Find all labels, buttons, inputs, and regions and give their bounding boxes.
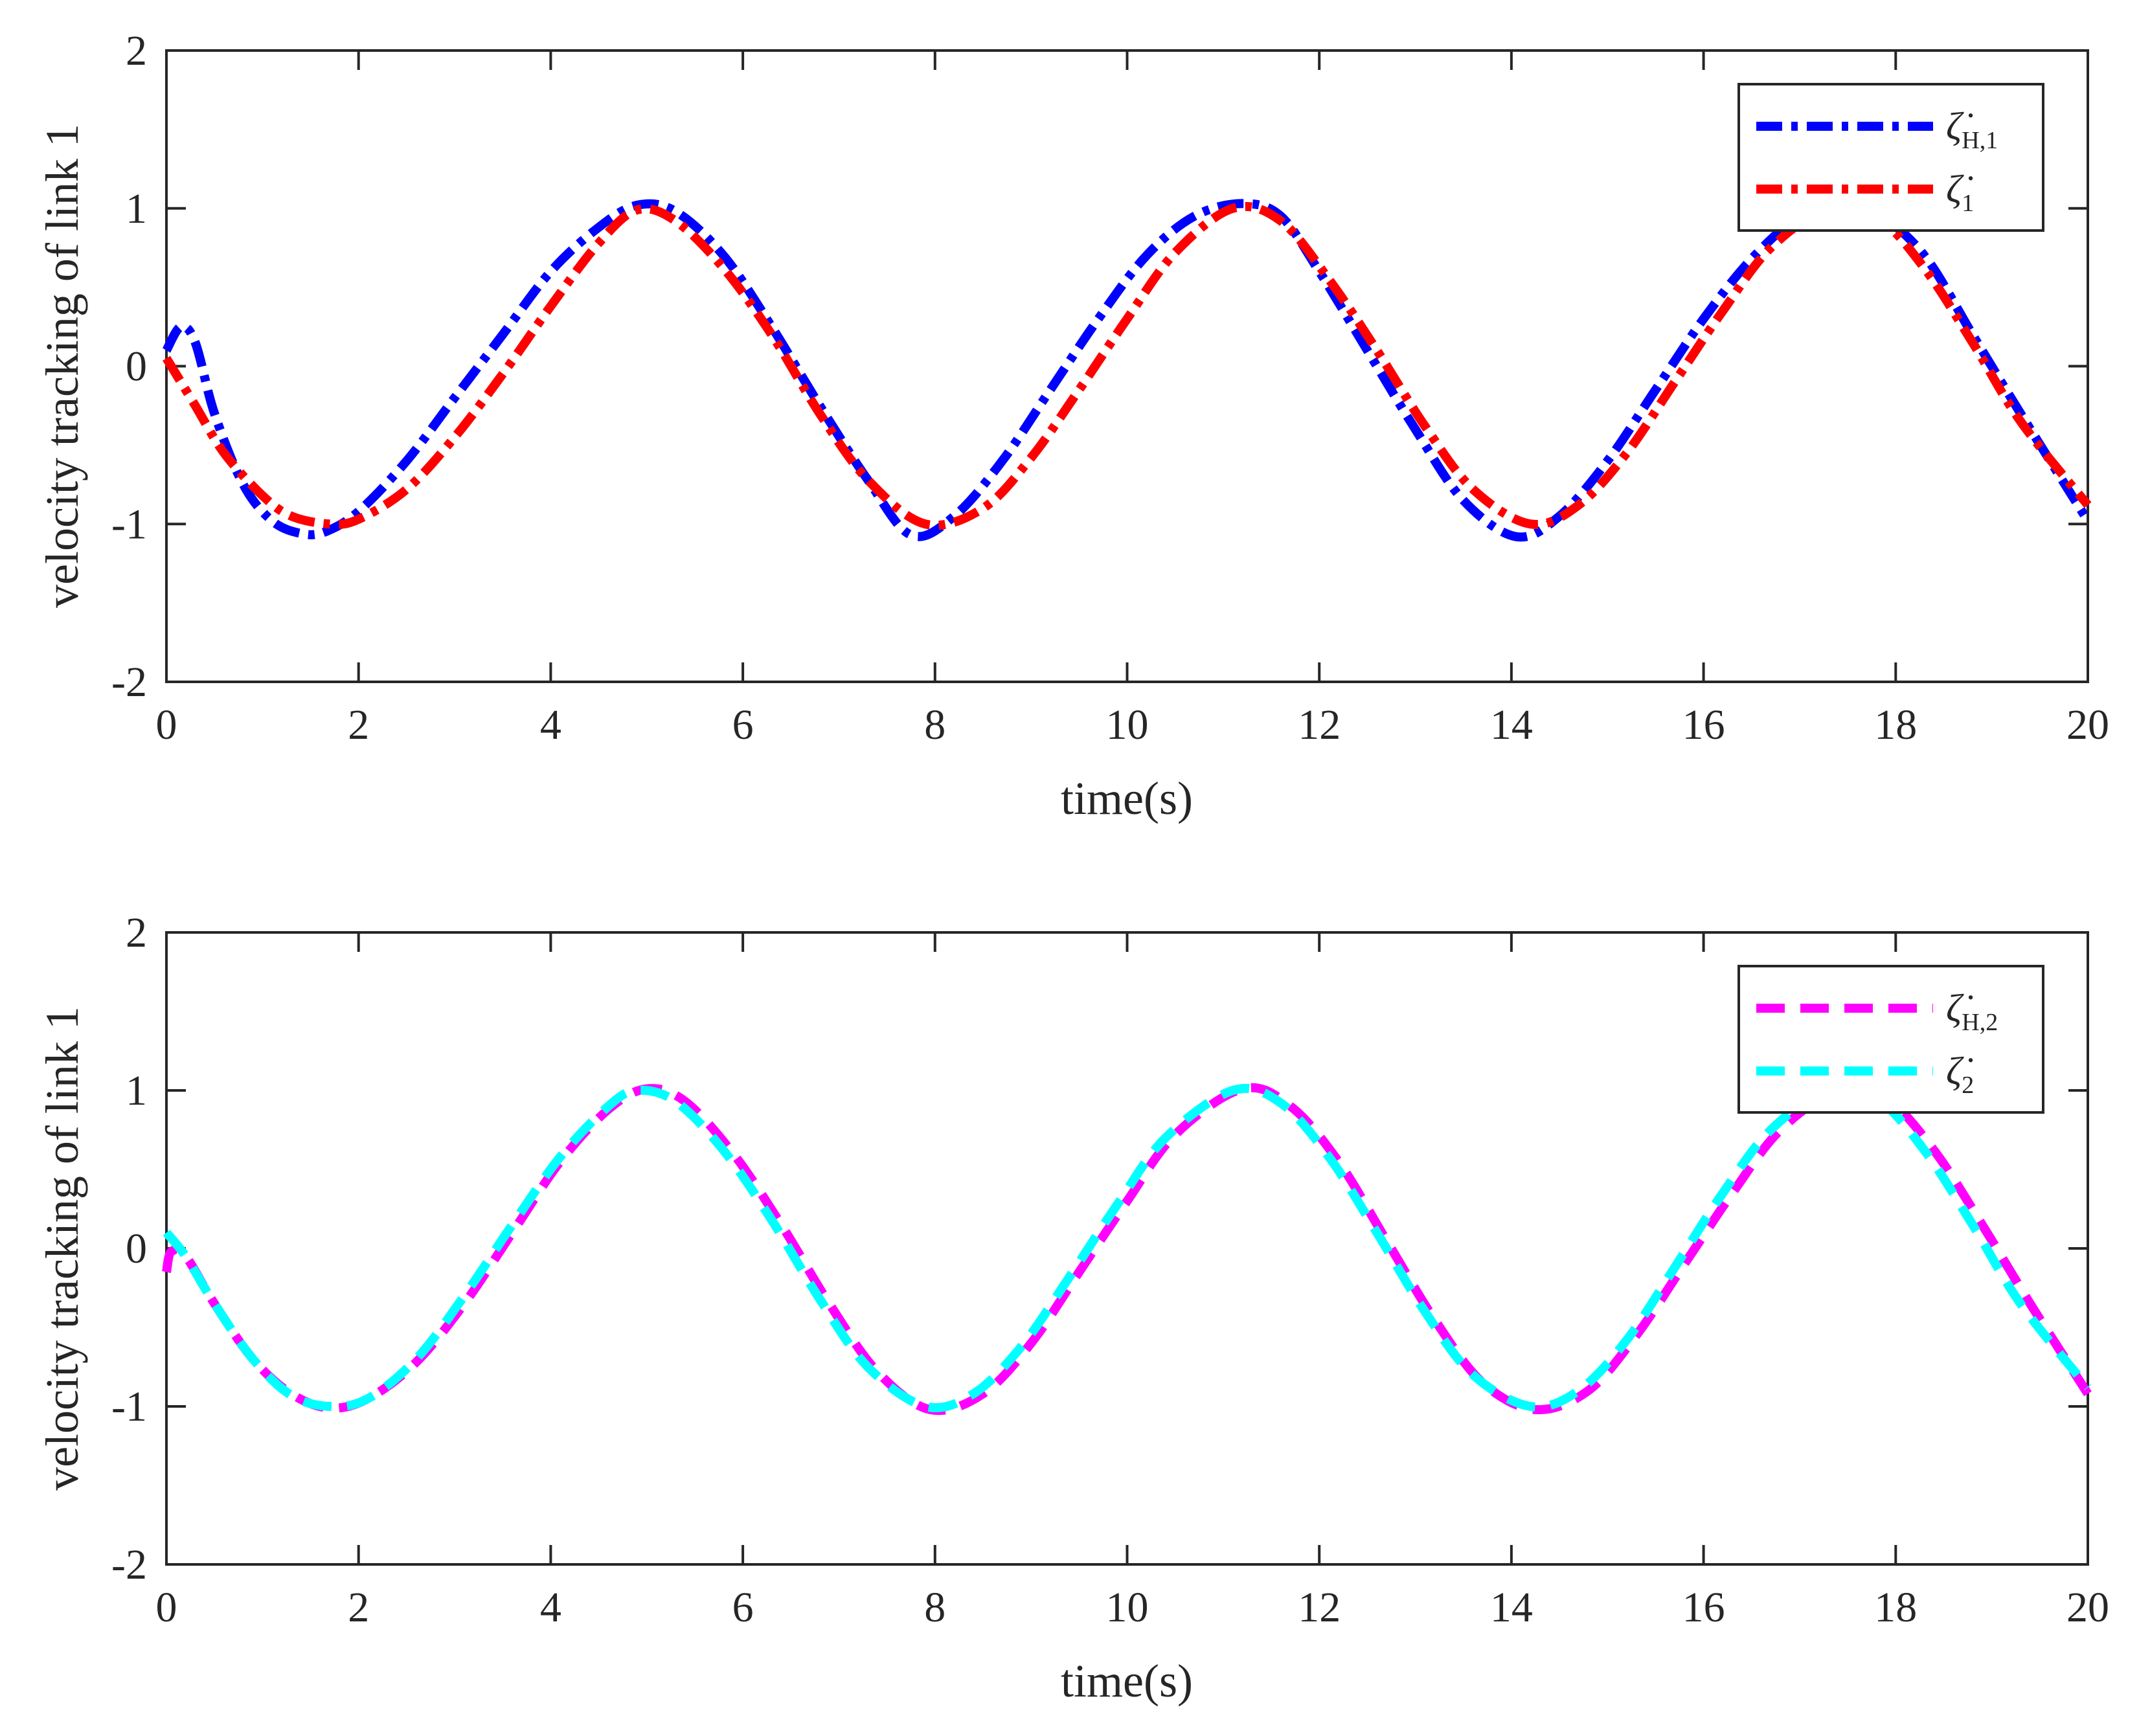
x-tick-label: 2 [348,701,369,749]
x-tick-label: 10 [1106,701,1149,749]
y-tick-label: -1 [111,1383,147,1430]
series-line [162,1083,2092,1415]
x-tick-label: 20 [2066,1584,2109,1631]
x-tick-label: 6 [732,1584,754,1631]
x-tick-label: 8 [924,701,945,749]
x-axis: 0 2 4 6 8 10 12 14 16 18 20 [156,932,2109,1631]
series-line [163,201,2092,530]
legend-label-zeta-h1: ζ̇H,1 [1946,105,1998,154]
y-tick-label: 0 [126,1225,147,1272]
y-tick-label: -1 [111,501,147,548]
y-axis: -2 -1 0 1 2 [111,909,2088,1588]
x-tick-label: 0 [156,701,177,749]
legend-box [1737,83,2044,232]
x-tick-label: 0 [156,1584,177,1631]
y-axis: -2 -1 0 1 2 [111,27,2088,706]
y-tick-label: 2 [126,909,147,956]
x-axis-label: time(s) [1061,772,1193,824]
legend-box [1737,965,2044,1114]
x-tick-label: 2 [348,1584,369,1631]
y-tick-label: 1 [126,1067,147,1114]
x-tick-label: 12 [1298,701,1341,749]
x-tick-label: 14 [1490,1584,1533,1631]
x-axis-label: time(s) [1061,1655,1193,1707]
x-tick-label: 10 [1106,1584,1149,1631]
x-tick-label: 4 [540,1584,561,1631]
y-tick-label: -2 [111,1541,147,1588]
x-tick-label: 14 [1490,701,1533,749]
series-group [162,199,2092,542]
x-tick-label: 6 [732,701,754,749]
x-tick-label: 16 [1682,701,1725,749]
x-tick-label: 8 [924,1584,945,1631]
series-line [162,199,2092,542]
series-line [163,1083,2092,1413]
y-axis-label: velocity tracking of link 1 [36,1006,88,1491]
x-tick-label: 18 [1874,701,1917,749]
y-tick-label: 0 [126,343,147,390]
x-tick-label: 12 [1298,1584,1341,1631]
x-tick-label: 4 [540,701,561,749]
legend-label-zeta-h2: ζ̇H,2 [1946,987,1998,1036]
legend: ζ̇H,2 ζ̇2 [1737,965,2044,1114]
y-axis-label: velocity tracking of link 1 [36,124,88,608]
x-axis: 0 2 4 6 8 10 12 14 16 18 20 [156,51,2109,749]
x-tick-label: 18 [1874,1584,1917,1631]
y-tick-label: -2 [111,659,147,706]
series-group [162,1083,2092,1415]
y-tick-label: 2 [126,27,147,74]
y-tick-label: 1 [126,185,147,232]
legend: ζ̇H,1 ζ̇1 [1737,83,2044,232]
x-tick-label: 16 [1682,1584,1725,1631]
x-tick-label: 20 [2066,701,2109,749]
